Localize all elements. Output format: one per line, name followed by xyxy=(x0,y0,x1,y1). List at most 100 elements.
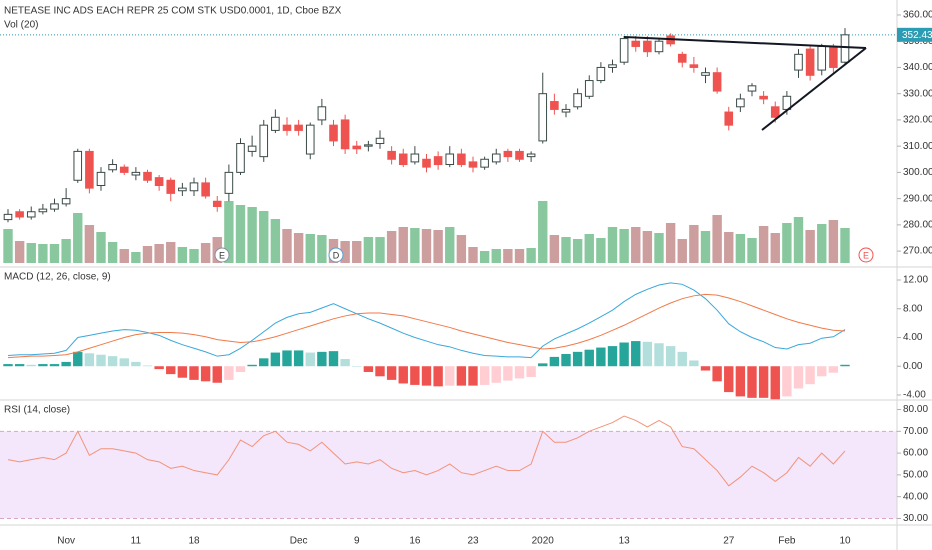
x-tick-label: 16 xyxy=(409,536,421,547)
volume-bar xyxy=(26,243,36,263)
event-marker[interactable] xyxy=(214,247,230,263)
histogram-bar xyxy=(131,361,141,367)
y-tick-label: 280.00 xyxy=(903,219,932,230)
volume-bar xyxy=(677,239,687,263)
volume-bar xyxy=(142,246,153,263)
x-tick-label: 2020 xyxy=(532,536,555,547)
histogram-bar xyxy=(503,366,513,381)
event-label: E xyxy=(219,250,225,260)
y-tick-label: 310.00 xyxy=(903,141,932,152)
histogram-bar xyxy=(363,366,374,372)
candle-body xyxy=(166,179,176,194)
y-tick-label: 300.00 xyxy=(903,167,932,178)
histogram-bar xyxy=(433,366,443,387)
candle-body xyxy=(817,45,827,71)
histogram-bar xyxy=(735,366,746,397)
histogram-bar xyxy=(549,356,560,367)
candle-body xyxy=(15,211,24,218)
candle-body xyxy=(247,145,257,152)
volume-bar xyxy=(758,226,769,263)
volume-bar xyxy=(352,241,362,263)
histogram-bar xyxy=(352,366,362,367)
volume-bar xyxy=(805,230,815,263)
histogram-bar xyxy=(561,354,571,367)
candle-body xyxy=(677,53,687,63)
y-tick-label: 290.00 xyxy=(903,193,932,204)
candle-body xyxy=(108,164,117,171)
candle-body xyxy=(619,38,629,63)
candle-body xyxy=(329,124,338,142)
volume-bar xyxy=(607,227,618,263)
histogram-bar xyxy=(293,350,304,367)
histogram-bar xyxy=(526,366,536,378)
candle-body xyxy=(468,161,478,168)
candle-body xyxy=(480,158,489,168)
histogram-bar xyxy=(386,366,397,380)
candle-body xyxy=(352,145,362,150)
candle-body xyxy=(375,137,385,145)
event-marker[interactable] xyxy=(328,247,344,263)
histogram-bar xyxy=(654,343,664,367)
candle-body xyxy=(538,93,548,142)
histogram-bar xyxy=(84,353,95,367)
volume-bar xyxy=(596,238,606,263)
volume-bar xyxy=(700,231,711,263)
candle-body xyxy=(189,182,199,192)
volume-bar xyxy=(828,220,839,263)
volume-bar xyxy=(73,213,83,263)
volume-bar xyxy=(247,207,257,263)
volume-bar xyxy=(840,228,850,263)
candle-body xyxy=(154,177,164,187)
volume-bar xyxy=(293,233,304,263)
event-label: D xyxy=(333,250,340,260)
y-tick-label: -4.00 xyxy=(903,390,926,401)
volume-bar xyxy=(526,248,536,263)
candle-body xyxy=(689,64,699,68)
histogram-bar xyxy=(247,364,257,367)
volume-bar xyxy=(270,219,281,263)
histogram-bar xyxy=(189,366,199,380)
volume-bar xyxy=(363,237,374,263)
candle-body xyxy=(305,124,315,155)
histogram-bar xyxy=(607,346,618,367)
volume-bar xyxy=(782,223,792,263)
x-tick-label: Feb xyxy=(778,536,796,547)
candle-body xyxy=(50,203,59,210)
volume-bar xyxy=(549,235,560,263)
candle-body xyxy=(317,106,327,121)
candle-body xyxy=(212,200,222,207)
candle-body xyxy=(561,108,571,113)
candle-body xyxy=(701,72,710,76)
volume-bar xyxy=(200,243,211,263)
histogram-bar xyxy=(305,352,315,367)
volume-bar xyxy=(724,232,734,263)
histogram-bar xyxy=(166,366,176,375)
y-tick-label: 60.00 xyxy=(903,448,928,459)
candle-body xyxy=(364,144,373,147)
y-tick-label: 80.00 xyxy=(903,404,928,415)
histogram-bar xyxy=(456,366,467,386)
event-marker[interactable] xyxy=(858,247,874,263)
candle-body xyxy=(550,101,559,110)
candle-body xyxy=(398,153,408,166)
histogram-bar xyxy=(328,351,339,367)
volume-bar xyxy=(642,231,653,263)
volume-bar xyxy=(561,237,571,263)
candle-body xyxy=(224,171,234,194)
volume-bar xyxy=(631,227,641,263)
volume-bar xyxy=(96,232,106,263)
y-tick-label: 12.00 xyxy=(903,275,928,286)
candle-body xyxy=(503,150,513,158)
histogram-bar xyxy=(596,347,606,367)
histogram-bar xyxy=(142,365,153,367)
candle-body xyxy=(410,153,420,163)
volume-bar xyxy=(689,225,699,263)
candle-body xyxy=(73,150,83,181)
macd-title: MACD (12, 26, close, 9) xyxy=(4,272,111,283)
histogram-bar xyxy=(26,364,36,367)
candle-body xyxy=(643,40,652,53)
y-tick-label: 40.00 xyxy=(903,491,928,502)
volume-bar xyxy=(817,224,827,263)
candle-body xyxy=(526,153,536,158)
